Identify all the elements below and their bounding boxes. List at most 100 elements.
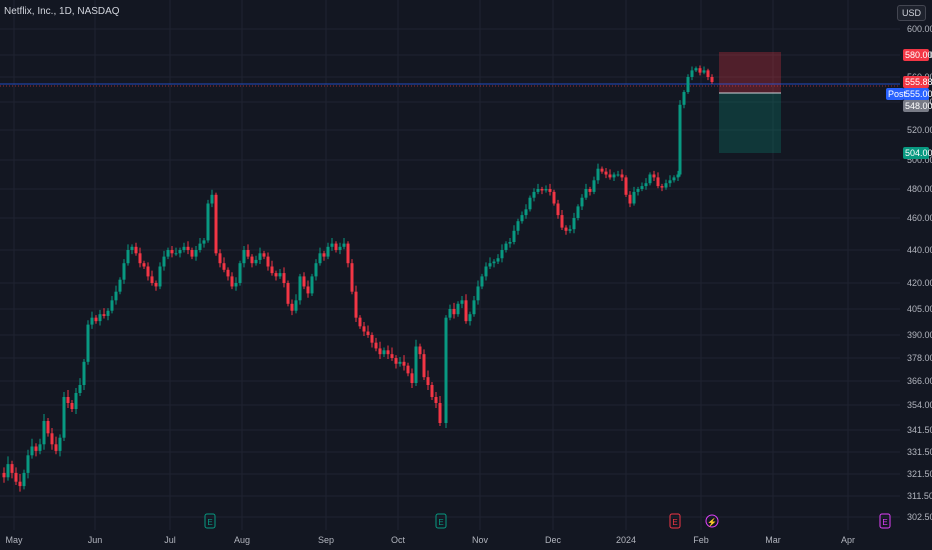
candle-body (480, 276, 484, 287)
candle-body (644, 183, 648, 187)
candle-body (234, 283, 238, 287)
candle-body (314, 263, 318, 277)
candle-body (702, 70, 706, 73)
candle-body (306, 286, 310, 294)
candle-body (294, 300, 298, 311)
candle-body (130, 246, 134, 250)
candle-body (656, 177, 660, 187)
candle-body (194, 250, 198, 257)
candle-body (426, 377, 430, 385)
candle-body (146, 266, 150, 277)
candle-body (22, 472, 26, 487)
candle-body (544, 189, 548, 191)
y-tick-label: 390.00 (907, 330, 932, 340)
candle-body (366, 331, 370, 335)
candle-body (82, 361, 86, 385)
candle-body (298, 276, 302, 301)
y-tick-label: 311.50 (907, 491, 932, 501)
candle-body (698, 68, 702, 73)
candle-body (62, 397, 66, 438)
candle-body (568, 229, 572, 231)
stop-price-tag-bg (903, 49, 929, 61)
candle-body (166, 250, 170, 257)
y-tick-label: 366.00 (907, 376, 932, 386)
candle-body (472, 300, 476, 315)
candle-body (86, 324, 90, 362)
candle-body (162, 256, 166, 267)
time-axis[interactable]: May Jun Jul Aug Sep Oct Nov Dec 2024 Feb Mar Apr (5, 535, 855, 545)
candle-body (516, 221, 520, 231)
candle-body (552, 191, 556, 204)
stop-loss-zone (719, 52, 781, 93)
candle-body (398, 361, 402, 364)
candle-body (390, 354, 394, 358)
candle-body (468, 314, 472, 322)
candle-body (632, 191, 636, 204)
candle-body (258, 253, 262, 260)
y-tick-label: 480.00 (907, 184, 932, 194)
candle-body (488, 263, 492, 267)
y-tick-label: 440.00 (907, 245, 932, 255)
candle-body (2, 472, 6, 478)
event-marker-earnings[interactable]: E (435, 513, 447, 529)
candle-body (524, 209, 528, 216)
candle-body (14, 472, 18, 482)
candle-body (210, 194, 214, 204)
event-marker-earnings[interactable]: E (204, 513, 216, 529)
candle-body (540, 189, 544, 191)
candle-body (322, 253, 326, 257)
candle-body (564, 227, 568, 231)
candle-body (676, 174, 680, 178)
post-price-tag-bg (903, 88, 929, 100)
candle-body (414, 346, 418, 383)
candle-body (46, 421, 50, 434)
candle-body (102, 314, 106, 316)
candle-body (290, 303, 294, 311)
candle-body (536, 189, 540, 192)
candle-body (202, 240, 206, 244)
position-tool[interactable] (719, 52, 781, 153)
event-marker-earnings[interactable]: E (669, 513, 681, 529)
take-profit-zone (719, 93, 781, 153)
candle-body (90, 317, 94, 325)
candle-body (66, 397, 70, 403)
event-marker-earnings[interactable]: E (879, 513, 891, 529)
candle-body (126, 250, 130, 264)
y-tick-label: 460.00 (907, 213, 932, 223)
candle-body (374, 342, 378, 349)
candle-body (394, 358, 398, 364)
candle-body (686, 77, 690, 92)
x-tick-label: 2024 (616, 535, 636, 545)
x-tick-label: Mar (765, 535, 781, 545)
candle-body (262, 253, 266, 257)
event-label: ⚡ (707, 517, 717, 527)
candle-body (6, 464, 10, 478)
candle-body (484, 266, 488, 277)
candle-body (114, 291, 118, 301)
candle-body (500, 250, 504, 259)
candle-body (338, 246, 342, 250)
candle-body (110, 300, 114, 311)
candle-body (330, 243, 334, 247)
post-label-bg (886, 88, 904, 100)
event-markers[interactable]: E E E ⚡ E (204, 513, 891, 529)
currency-button[interactable]: USD (896, 5, 926, 21)
candle-body (370, 335, 374, 343)
earnings-icon (879, 513, 891, 529)
candle-body (548, 189, 552, 192)
event-marker-split-dividend[interactable]: ⚡ (705, 514, 719, 528)
candle-body (230, 276, 234, 287)
candle-body (710, 77, 714, 82)
candle-body (596, 168, 600, 181)
candle-body (30, 446, 34, 456)
y-tick-label: 302.50 (907, 512, 932, 522)
candle-body (406, 365, 410, 374)
candle-body (198, 243, 202, 250)
candle-body (138, 253, 142, 264)
candle-body (496, 258, 500, 262)
candle-body (448, 309, 452, 318)
price-tags: 580.00 555.88 555.00 548.00 504.00 Post (886, 49, 932, 159)
candle-body (58, 437, 62, 451)
candle-body (254, 259, 258, 264)
